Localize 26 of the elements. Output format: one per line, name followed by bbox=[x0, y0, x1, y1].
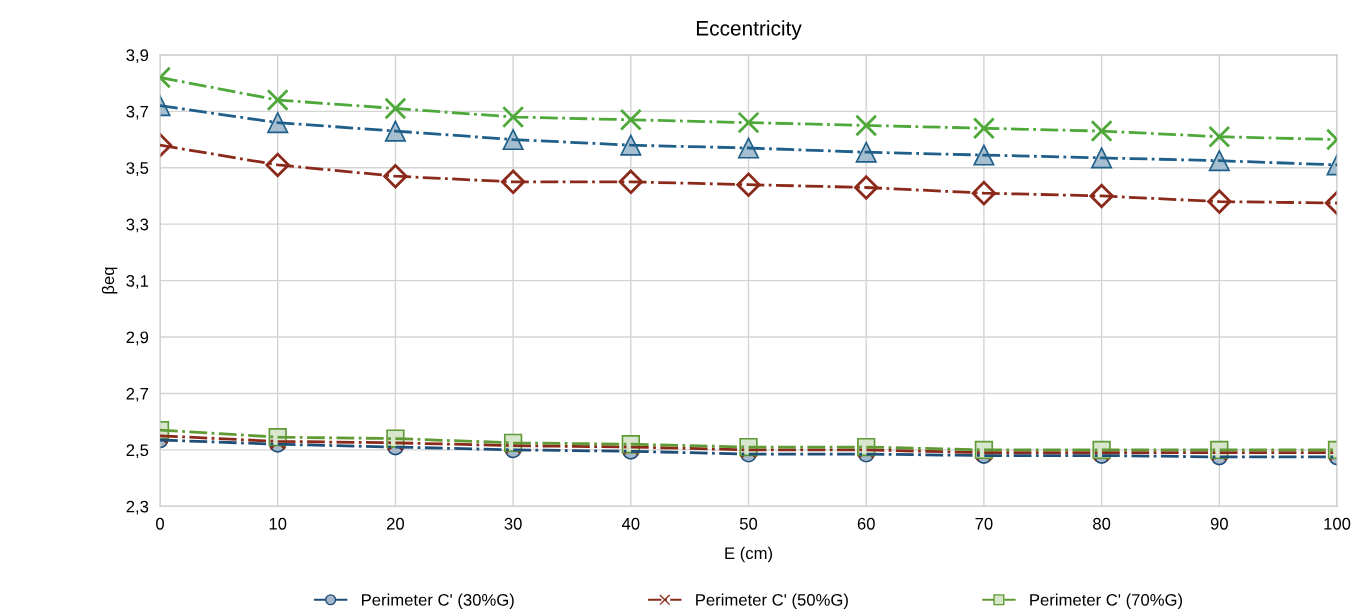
legend-label: Perimeter C' (50%G) bbox=[696, 593, 848, 610]
y-tick-label: 2,3 bbox=[126, 500, 149, 515]
x-tick-label: 10 bbox=[269, 517, 287, 530]
y-tick-label: 3,5 bbox=[126, 162, 149, 176]
y-tick-label: 3,1 bbox=[126, 275, 149, 289]
x-tick-label: 40 bbox=[621, 517, 640, 530]
y-tick-label: 3,7 bbox=[126, 105, 149, 120]
x-tick-label: 30 bbox=[504, 517, 522, 530]
y-axis-title: βeq bbox=[101, 267, 118, 294]
legend-label: Perimeter C' (70%G) bbox=[1030, 593, 1183, 610]
legend-label: Perimeter C' (30%G) bbox=[362, 593, 514, 610]
y-tick-label: 2,9 bbox=[126, 331, 149, 346]
x-tick-label: 50 bbox=[739, 517, 758, 530]
x-tick-label: 20 bbox=[386, 517, 405, 530]
x-axis-title: E (cm) bbox=[725, 546, 773, 563]
x-tick-label: 0 bbox=[156, 517, 164, 530]
y-tick-label: 3,3 bbox=[126, 218, 149, 233]
x-tick-label: 80 bbox=[1093, 517, 1111, 530]
x-tick-label: 70 bbox=[975, 517, 993, 530]
x-tick-label: 100 bbox=[1324, 517, 1351, 530]
x-tick-label: 60 bbox=[857, 517, 875, 530]
y-tick-label: 2,5 bbox=[126, 444, 149, 459]
x-tick-label: 90 bbox=[1210, 517, 1228, 530]
chart-title: Eccentricity bbox=[696, 20, 802, 40]
y-tick-label: 2,7 bbox=[126, 387, 149, 402]
y-tick-label: 3,9 bbox=[126, 49, 149, 64]
